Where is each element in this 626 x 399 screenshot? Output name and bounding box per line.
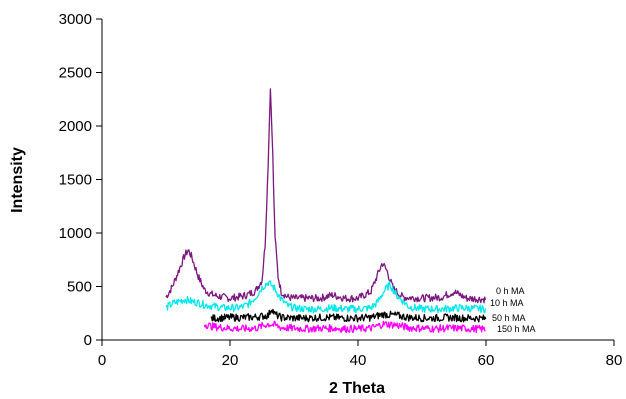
series-layer [165,88,487,334]
x-tick-label: 20 [222,352,239,369]
y-tick-label: 3000 [59,11,92,28]
axes: 0 500 1000 1500 2000 2500 3000 0 20 40 60 80 [59,11,623,369]
series-line [165,280,487,314]
y-axis-title: Intensity [9,147,26,213]
series-label: 10 h MA [490,298,524,308]
x-tick-label: 0 [98,352,106,369]
y-tick-label: 2500 [59,65,92,82]
y-tick-label: 0 [84,332,92,349]
series-label: 0 h MA [496,286,525,296]
series-line [210,308,487,323]
series-line [165,88,487,304]
series-label: 50 h MA [492,313,526,323]
x-axis-title: 2 Theta [329,380,385,397]
series-line [203,320,486,334]
y-tick-label: 2000 [59,118,92,135]
x-tick-label: 80 [606,352,623,369]
series-label: 150 h MA [497,324,536,334]
x-tick-label: 40 [350,352,367,369]
y-tick-label: 1000 [59,225,92,242]
x-tick-label: 60 [478,352,495,369]
y-tick-label: 500 [67,279,92,296]
y-tick-label: 1500 [59,172,92,189]
